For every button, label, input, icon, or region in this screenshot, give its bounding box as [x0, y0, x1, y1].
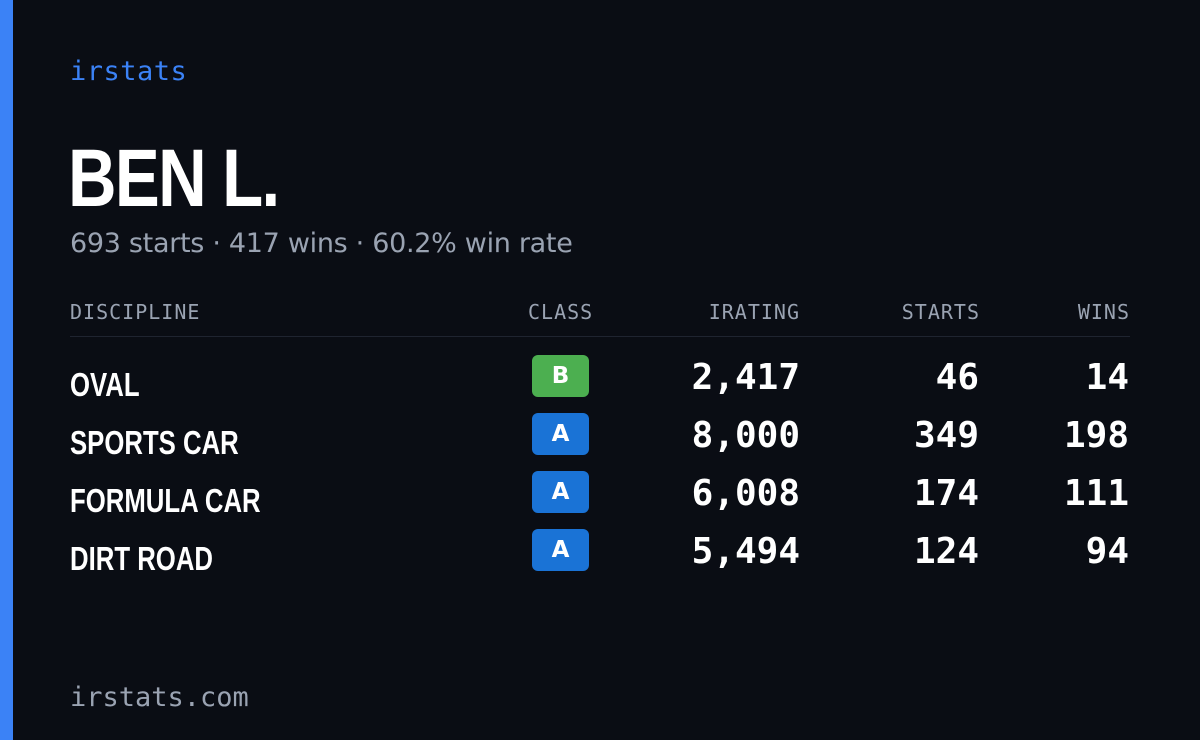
table-row: DIRT ROAD A 5,494 124 94: [70, 527, 1130, 585]
table-row: FORMULA CAR A 6,008 174 111: [70, 469, 1130, 527]
table-header: DISCIPLINE CLASS IRATING STARTS WINS: [70, 300, 1130, 337]
driver-name: BEN L.: [68, 133, 280, 224]
footer-url: irstats.com: [70, 682, 249, 713]
wins-value: 198: [1063, 415, 1129, 456]
irating-value: 2,417: [691, 357, 800, 398]
class-badge: A: [532, 471, 589, 513]
discipline-name: OVAL: [70, 366, 140, 403]
header-starts: STARTS: [901, 300, 980, 324]
starts-value: 349: [913, 415, 979, 456]
header-wins: WINS: [1077, 300, 1130, 324]
table-row: SPORTS CAR A 8,000 349 198: [70, 411, 1130, 469]
starts-value: 46: [935, 357, 979, 398]
header-irating: IRATING: [708, 300, 800, 324]
class-badge: B: [532, 355, 589, 397]
discipline-name: DIRT ROAD: [70, 540, 213, 577]
discipline-name: SPORTS CAR: [70, 424, 239, 461]
starts-value: 174: [913, 473, 979, 514]
header-discipline: DISCIPLINE: [70, 300, 201, 324]
irating-value: 6,008: [691, 473, 800, 514]
starts-value: 124: [913, 531, 979, 572]
table-body: OVAL B 2,417 46 14 SPORTS CAR A 8,000 34…: [70, 337, 1130, 585]
brand-logo-text: irstats: [70, 56, 188, 87]
wins-value: 14: [1085, 357, 1129, 398]
wins-value: 111: [1063, 473, 1129, 514]
stats-table: DISCIPLINE CLASS IRATING STARTS WINS OVA…: [70, 300, 1130, 585]
accent-bar: [0, 0, 13, 740]
class-badge: A: [532, 529, 589, 571]
discipline-name: FORMULA CAR: [70, 482, 261, 519]
class-badge: A: [532, 413, 589, 455]
driver-summary: 693 starts · 417 wins · 60.2% win rate: [70, 228, 573, 259]
irating-value: 5,494: [691, 531, 800, 572]
wins-value: 94: [1085, 531, 1129, 572]
table-row: OVAL B 2,417 46 14: [70, 353, 1130, 411]
header-class: CLASS: [528, 300, 594, 324]
irating-value: 8,000: [691, 415, 800, 456]
